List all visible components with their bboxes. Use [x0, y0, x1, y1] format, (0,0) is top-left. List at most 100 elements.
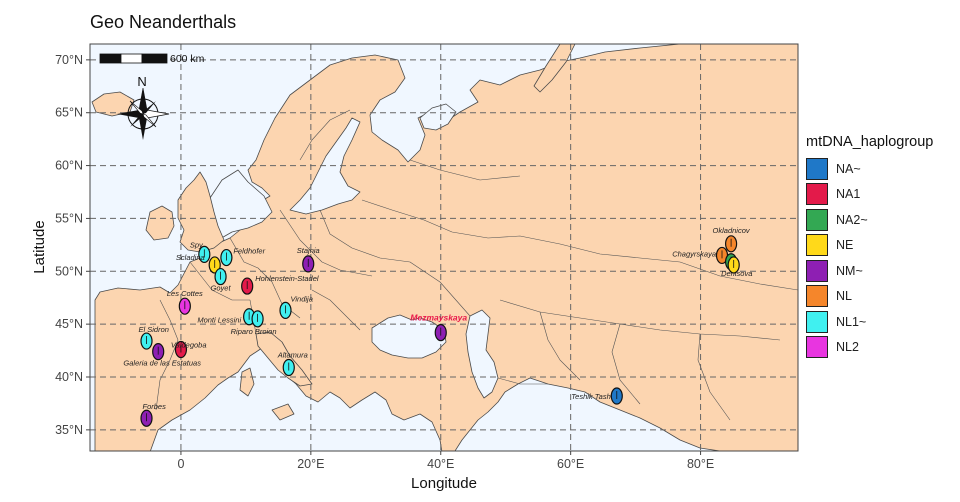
novaya-zemlya: [533, 44, 576, 93]
site-label: Forbes: [143, 402, 167, 411]
site-label: Stajnia: [297, 246, 320, 255]
sicily: [271, 403, 295, 421]
site-marker: Galeria de las Estatuas: [123, 343, 201, 368]
site-label: Altamura: [277, 350, 308, 359]
x-tick-label: 80°E: [687, 457, 714, 471]
sardinia: [239, 367, 255, 397]
legend: mtDNA_haplogroup NA~ NA1 NA2~ NE NM~ NL NL1~ NL…: [806, 134, 933, 360]
ireland: [145, 205, 175, 241]
map-title: Geo Neanderthals: [90, 12, 237, 32]
legend-title: mtDNA_haplogroup: [806, 134, 934, 150]
site-marker: Feldhofer: [220, 247, 266, 267]
site-label: Spy: [190, 240, 204, 249]
site-label: Goyet: [211, 284, 232, 293]
site-marker: Okladnicov: [713, 226, 751, 253]
legend-item: NA~: [806, 156, 933, 182]
site-label: Valdegoba: [171, 341, 207, 350]
site-marker: Riparo Broion: [231, 310, 277, 336]
site-marker: Valdegoba: [171, 341, 207, 359]
scale-bar-seg-2: [120, 53, 143, 64]
site-label: Vindija: [291, 294, 313, 303]
legend-item: NA2~: [806, 207, 933, 233]
x-axis: 0 20°E 40°E 60°E 80°E: [177, 451, 714, 471]
black-sea: [371, 314, 447, 359]
scale-bar-label: 600 km: [170, 53, 205, 65]
site-marker: Chagyrskaya: [672, 246, 729, 265]
site-label: Mezmayskaya: [410, 313, 467, 323]
legend-label: NA~: [836, 161, 861, 176]
north-arrow-icon: N: [117, 74, 170, 140]
legend-swatch: [806, 208, 828, 231]
site-label: Riparo Broion: [231, 327, 277, 336]
x-tick-label: 40°E: [427, 457, 454, 471]
site-label: Okladnicov: [713, 226, 751, 235]
legend-label: NM~: [836, 263, 863, 278]
site-label: El Sidron: [139, 325, 169, 334]
y-tick-label: 60°N: [55, 159, 83, 173]
site-label: Scladina: [176, 253, 205, 262]
legend-swatch: [806, 310, 828, 333]
y-tick-label: 40°N: [55, 370, 83, 384]
x-axis-title: Longitude: [411, 475, 477, 492]
scale-bar-seg-1: [99, 53, 122, 64]
y-tick-label: 50°N: [55, 264, 83, 278]
great-britain: [177, 171, 225, 253]
graticule: [90, 44, 798, 451]
x-tick-label: 0: [177, 457, 184, 471]
site-marker: Teshik Tash: [571, 387, 623, 405]
site-marker: Scladina: [176, 253, 221, 274]
legend-swatch: [806, 285, 828, 308]
legend-swatch: [806, 183, 828, 206]
site-marker: [727, 256, 740, 274]
legend-label: NL: [836, 289, 852, 304]
legend-item: NL1~: [806, 309, 933, 335]
site-label: Teshik Tash: [571, 392, 610, 401]
legend-item: NE: [806, 233, 933, 259]
legend-item: NL2: [806, 335, 933, 361]
iceland: [91, 91, 135, 117]
site-label: Galeria de las Estatuas: [123, 359, 201, 368]
site-marker: Spy: [190, 240, 211, 263]
legend-swatch: [806, 259, 828, 282]
panel-border: [89, 43, 799, 452]
site-marker: Goyet: [211, 267, 232, 293]
legend-label: NL2: [836, 340, 859, 355]
site-label: Monti Lessini: [197, 316, 241, 325]
italy: [255, 331, 313, 387]
scale-bar-seg-3: [141, 53, 168, 64]
north-arrow-label: N: [137, 74, 146, 89]
land-masses: [91, 44, 798, 451]
legend-label: NA1: [836, 187, 861, 202]
legend-swatch: [806, 234, 828, 257]
y-tick-label: 65°N: [55, 106, 83, 120]
legend-swatch: [806, 336, 828, 359]
site-marker: Hohlenstein-Stadel: [241, 274, 319, 295]
mediterranean-sea: [149, 347, 443, 451]
x-tick-label: 20°E: [297, 457, 324, 471]
y-axis-title: Latitude: [31, 220, 48, 273]
site-label: Chagyrskaya: [672, 249, 716, 258]
site-marker: El Sidron: [139, 325, 169, 350]
legend-item: NM~: [806, 258, 933, 284]
legend-items: NA~ NA1 NA2~ NE NM~ NL NL1~ NL2: [806, 156, 933, 360]
legend-item: NL: [806, 284, 933, 310]
site-marker: Mezmayskaya: [410, 313, 467, 342]
legend-item: NA1: [806, 182, 933, 208]
caspian-sea: [465, 309, 499, 399]
site-label: Les Cottes: [167, 289, 203, 298]
y-tick-label: 35°N: [55, 423, 83, 437]
legend-label: NE: [836, 238, 854, 253]
y-tick-label: 45°N: [55, 317, 83, 331]
site-marker: Les Cottes: [167, 289, 203, 315]
site-marker: Altamura: [277, 350, 308, 377]
y-axis: 35°N 40°N 45°N 50°N 55°N 60°N 65°N 70°N: [55, 53, 90, 437]
site-label: Denisova: [721, 269, 752, 278]
site-markers: Spy Scladina Feldhofer Goyet Hohlenstein-Sta…: [123, 226, 752, 427]
site-label: Feldhofer: [233, 247, 265, 256]
legend-label: NL1~: [836, 314, 867, 329]
site-label: Hohlenstein-Stadel: [255, 274, 319, 283]
site-marker: Stajnia: [297, 246, 320, 273]
legend-label: NA2~: [836, 212, 868, 227]
y-tick-label: 55°N: [55, 211, 83, 225]
